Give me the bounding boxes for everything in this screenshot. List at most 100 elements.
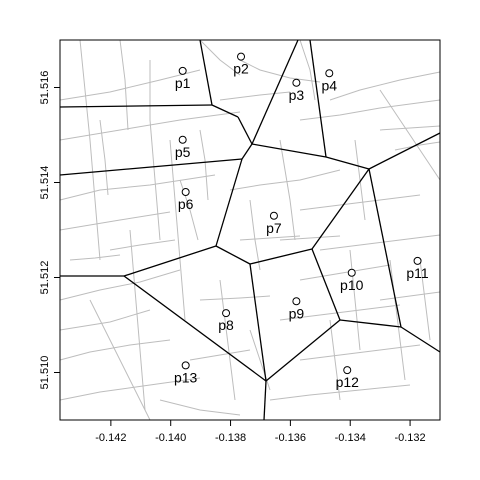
point-label-p3: p3 (289, 87, 305, 103)
street-line (379, 125, 441, 131)
voronoi-edge (325, 156, 370, 170)
street-line (389, 259, 406, 381)
street-line (149, 60, 161, 241)
street-line (319, 234, 441, 251)
street-line (419, 259, 431, 341)
street-line (279, 139, 296, 241)
street-network (59, 39, 441, 421)
point-label-p1: p1 (175, 75, 191, 91)
voronoi-edge (123, 245, 217, 277)
street-line (299, 39, 316, 101)
x-axis: -0.142 -0.140 -0.138 -0.136 -0.134 -0.132 (95, 419, 426, 444)
voronoi-edge (251, 143, 327, 158)
street-line (229, 169, 341, 191)
point-marker-p13 (181, 361, 190, 370)
street-line (189, 349, 251, 361)
street-line (329, 319, 341, 401)
street-line (199, 39, 241, 76)
point-marker-p5 (178, 135, 187, 144)
street-line (219, 279, 236, 401)
street-line (239, 59, 321, 83)
street-line (99, 119, 109, 196)
x-tick-label: -0.142 (95, 432, 126, 444)
street-line (329, 71, 441, 101)
point-label-p5: p5 (175, 144, 191, 160)
points-layer: p1 p2 p3 p4 p5 p6 p7 p8 p9 p10 p11 p12 p13 (174, 52, 429, 390)
street-line (59, 339, 171, 361)
street-line (269, 384, 411, 401)
point-marker-p11 (413, 256, 422, 265)
point-label-p6: p6 (178, 196, 194, 212)
street-line (109, 239, 176, 251)
street-line (279, 235, 341, 241)
voronoi-edge (241, 143, 253, 160)
voronoi-edge (249, 263, 267, 382)
point-label-p10: p10 (340, 277, 364, 293)
x-tick-label: -0.136 (275, 432, 306, 444)
x-tick-label: -0.138 (215, 432, 246, 444)
street-line (159, 399, 241, 416)
point-marker-p6 (181, 188, 190, 196)
x-tick-label: -0.132 (394, 432, 425, 444)
point-label-p11: p11 (406, 265, 429, 281)
street-line (354, 139, 366, 221)
street-line (379, 291, 441, 301)
voronoi-edge (249, 248, 313, 265)
street-line (69, 254, 121, 261)
voronoi-edge (339, 319, 402, 328)
voronoi-edge (263, 380, 267, 421)
point-label-p8: p8 (218, 317, 234, 333)
y-tick-label: 51.514 (39, 166, 51, 200)
street-line (299, 344, 421, 361)
street-line (89, 299, 151, 421)
street-line (59, 269, 181, 301)
street-line (79, 39, 101, 261)
voronoi-edge (199, 39, 213, 106)
point-marker-p4 (325, 69, 334, 78)
voronoi-edge (311, 168, 370, 250)
voronoi-edge (237, 116, 253, 145)
voronoi-edge (265, 319, 341, 382)
voronoi-edge (215, 245, 251, 265)
street-line (59, 174, 216, 201)
street-line (219, 91, 291, 101)
y-tick-label: 51.510 (39, 356, 51, 390)
point-marker-p1 (178, 66, 187, 75)
voronoi-edge (251, 39, 299, 145)
point-label-p7: p7 (266, 220, 282, 236)
point-label-p12: p12 (336, 374, 360, 390)
street-line (119, 39, 129, 131)
point-marker-p12 (343, 366, 352, 375)
street-line (59, 69, 201, 101)
street-line (199, 129, 209, 201)
voronoi-edge (311, 248, 341, 321)
x-tick-label: -0.140 (155, 432, 186, 444)
point-marker-p10 (347, 268, 356, 277)
street-line (59, 211, 171, 231)
street-line (199, 295, 271, 301)
voronoi-edge (368, 168, 402, 328)
voronoi-edge (309, 39, 327, 158)
voronoi-edge (59, 104, 213, 108)
point-marker-p8 (222, 309, 231, 318)
voronoi-edge (59, 158, 243, 176)
y-tick-label: 51.512 (39, 261, 51, 295)
point-marker-p3 (292, 78, 301, 87)
y-tick-label: 51.516 (39, 71, 51, 105)
street-line (379, 89, 441, 181)
street-line (349, 249, 361, 351)
voronoi-edge (211, 104, 239, 118)
voronoi-edge (368, 132, 441, 170)
street-line (279, 304, 401, 321)
x-tick-label: -0.134 (335, 432, 366, 444)
voronoi-cells (59, 39, 441, 421)
voronoi-edge (215, 158, 243, 247)
street-line (299, 194, 421, 211)
point-marker-p9 (292, 297, 301, 306)
street-line (239, 235, 301, 241)
street-line (299, 264, 391, 281)
point-label-p13: p13 (174, 369, 198, 385)
street-line (169, 139, 186, 321)
street-line (394, 141, 441, 151)
